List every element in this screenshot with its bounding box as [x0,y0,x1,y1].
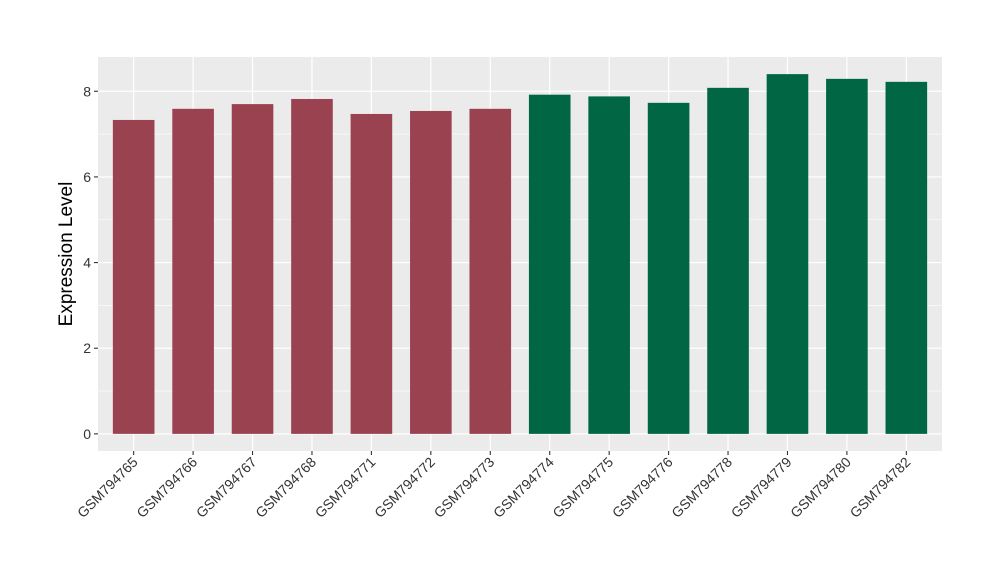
y-tick-label: 4 [83,255,91,271]
plot-panel [98,57,942,451]
x-tick-label: GSM794776 [609,454,676,521]
x-tick-label: GSM794766 [133,454,200,521]
bar-GSM794773 [469,108,512,434]
y-tick-label: 6 [83,169,91,185]
y-tick-label: 0 [83,426,91,442]
x-tick-label: GSM794774 [490,454,557,521]
x-axis: GSM794765GSM794766GSM794767GSM794768GSM7… [74,451,914,521]
bar-GSM794772 [410,110,452,434]
y-axis: 0 2 4 6 8 [83,83,98,442]
bar-GSM794765 [112,119,155,434]
bar-GSM794767 [231,104,274,434]
bar-GSM794766 [172,108,214,434]
bar-GSM794768 [291,98,333,434]
x-tick-label: GSM794775 [549,454,616,521]
bar-GSM794778 [707,87,749,434]
x-tick-label: GSM794779 [728,454,795,521]
x-tick-label: GSM794765 [74,454,141,521]
x-tick-label: GSM794778 [668,454,735,521]
bar-GSM794774 [528,94,571,434]
bar-GSM794776 [647,102,690,434]
bar-GSM794775 [588,96,630,434]
bar-GSM794771 [350,113,393,434]
x-tick-label: GSM794773 [431,454,498,521]
x-tick-label: GSM794782 [847,454,914,521]
bar-GSM794779 [766,74,809,434]
bar-GSM794780 [826,78,868,434]
y-axis-title: Expression Level [56,182,77,327]
y-tick-label: 8 [83,83,91,99]
y-tick-label: 2 [83,340,91,356]
bars [112,74,928,434]
x-tick-label: GSM794767 [193,454,260,521]
x-tick-label: GSM794772 [371,454,438,521]
x-tick-label: GSM794771 [312,454,379,521]
x-tick-label: GSM794780 [787,454,854,521]
x-tick-label: GSM794768 [252,454,319,521]
bar-GSM794782 [885,81,928,434]
